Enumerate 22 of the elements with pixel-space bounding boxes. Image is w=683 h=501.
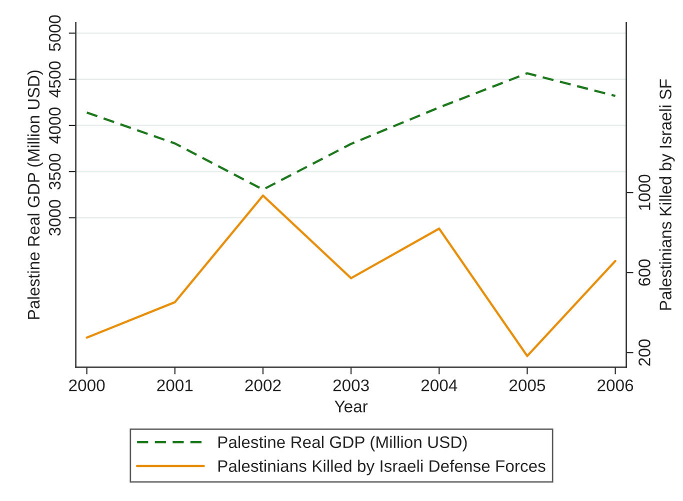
y-tick-label: 5000 (48, 15, 61, 52)
y2-tick-label: 600 (638, 259, 650, 286)
legend-label: Palestine Real GDP (Million USD) (218, 436, 467, 452)
y-tick-label: 3000 (48, 200, 61, 236)
x-tick-label: 2002 (245, 379, 281, 392)
x-tick-label: 2006 (598, 379, 634, 392)
line-series (86, 72, 616, 191)
y2-tick-label: 200 (638, 339, 650, 366)
y2-tick-label: 1000 (638, 174, 650, 210)
y-tick-label: 3500 (48, 154, 61, 190)
x-tick-label: 2005 (510, 379, 546, 392)
x-tick-label: 2000 (69, 379, 105, 392)
y-axis-title: Palestine Real GDP (Million USD) (27, 70, 43, 319)
x-tick-label: 2001 (157, 379, 193, 392)
y-tick-label: 4500 (48, 61, 61, 98)
x-tick-label: 2004 (421, 379, 458, 392)
y2-axis-title: Palestinians Killed by Israeli SF (659, 79, 675, 310)
legend-label: Palestinians Killed by Israeli Defense Forces (218, 460, 546, 476)
line-series (86, 194, 616, 358)
x-axis-title: Year (334, 400, 368, 412)
y-tick-label: 4000 (48, 108, 61, 144)
x-tick-label: 2003 (333, 379, 369, 392)
